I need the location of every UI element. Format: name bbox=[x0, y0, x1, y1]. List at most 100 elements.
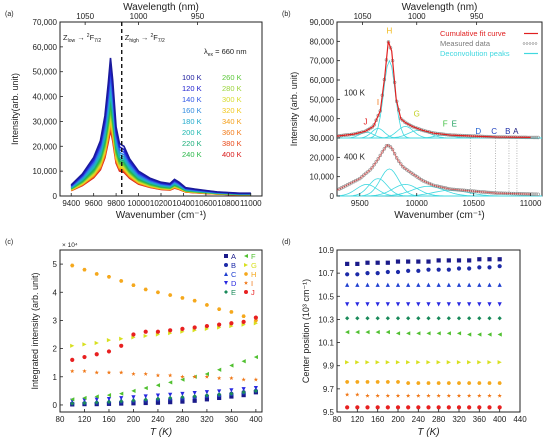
data-point bbox=[94, 397, 99, 402]
data-point bbox=[192, 398, 197, 403]
measured-point-100K bbox=[536, 135, 540, 140]
data-point bbox=[241, 392, 246, 398]
data-point bbox=[70, 263, 75, 268]
data-point bbox=[477, 405, 482, 410]
data-point bbox=[477, 332, 482, 337]
data-point bbox=[446, 360, 451, 365]
y-tick-label: 3 bbox=[53, 316, 58, 325]
measured-point-400K bbox=[374, 160, 378, 164]
x-tick-label: 280 bbox=[432, 415, 446, 424]
data-point bbox=[241, 359, 246, 364]
data-point bbox=[456, 258, 462, 263]
y-axis-label: Integrated intensity (arb. unit) bbox=[30, 272, 40, 389]
data-point bbox=[375, 260, 380, 265]
x-tick-label: 10200 bbox=[150, 199, 173, 208]
series-H bbox=[345, 380, 502, 385]
data-point bbox=[426, 331, 431, 336]
data-point bbox=[467, 266, 472, 271]
data-point bbox=[365, 271, 370, 276]
data-point bbox=[143, 394, 148, 399]
x-tick-label: 280 bbox=[176, 415, 190, 424]
legend-item-E bbox=[224, 290, 228, 294]
data-point bbox=[345, 405, 350, 410]
data-point bbox=[365, 316, 370, 321]
data-point bbox=[487, 381, 492, 385]
series-A bbox=[345, 257, 502, 266]
data-point bbox=[155, 396, 161, 401]
panel-label: (c) bbox=[5, 239, 13, 246]
data-point bbox=[355, 380, 360, 384]
y-tick-label: 10.5 bbox=[318, 292, 334, 301]
data-point bbox=[467, 282, 472, 287]
x2-tick-label: 950 bbox=[470, 12, 484, 21]
data-point bbox=[456, 360, 462, 365]
legend-item-H bbox=[244, 272, 248, 276]
data-point bbox=[436, 405, 441, 410]
data-point bbox=[365, 282, 370, 287]
data-point bbox=[385, 380, 390, 384]
data-point bbox=[253, 385, 258, 391]
data-point bbox=[345, 360, 350, 365]
data-point bbox=[406, 360, 411, 365]
data-point bbox=[487, 332, 492, 337]
data-point bbox=[467, 405, 472, 410]
data-point bbox=[345, 261, 350, 266]
data-point bbox=[180, 326, 185, 331]
y-tick-label: 9.5 bbox=[323, 408, 335, 417]
data-point bbox=[119, 391, 124, 396]
data-point bbox=[204, 323, 210, 329]
y-tick-label: 9.7 bbox=[323, 385, 335, 394]
data-point bbox=[395, 259, 401, 264]
data-point bbox=[241, 319, 246, 324]
data-point bbox=[406, 302, 411, 307]
data-point bbox=[180, 391, 185, 397]
measured-point-400K bbox=[378, 153, 382, 158]
y-tick-label: 10.3 bbox=[318, 315, 334, 324]
data-point bbox=[426, 267, 431, 272]
data-point bbox=[477, 257, 482, 262]
panel-label: (a) bbox=[5, 11, 14, 18]
data-point bbox=[426, 393, 431, 398]
plot-frame-d bbox=[336, 249, 521, 413]
data-point bbox=[94, 272, 99, 276]
data-point bbox=[395, 360, 401, 365]
data-point bbox=[385, 269, 390, 275]
legend-entry: 260 K bbox=[222, 73, 242, 82]
measured-point-400K bbox=[360, 175, 364, 179]
data-point bbox=[385, 260, 390, 265]
data-point bbox=[70, 343, 75, 348]
legend-entry: 360 K bbox=[222, 128, 242, 137]
data-point bbox=[395, 393, 401, 398]
data-point bbox=[395, 405, 401, 410]
y-tick-label: 80,000 bbox=[310, 37, 335, 46]
data-point bbox=[395, 269, 401, 275]
series-J bbox=[345, 405, 502, 410]
data-point bbox=[416, 259, 421, 264]
data-point bbox=[204, 303, 210, 307]
legend-entry: 240 K bbox=[182, 150, 202, 159]
x-tick-label: 320 bbox=[200, 415, 214, 424]
data-point bbox=[82, 400, 87, 406]
y-tick-label: 50,000 bbox=[310, 95, 335, 104]
data-point bbox=[168, 400, 173, 405]
y-tick-label: 30,000 bbox=[310, 134, 335, 143]
data-point bbox=[241, 390, 246, 395]
measured-point-400K bbox=[358, 176, 362, 181]
data-point bbox=[119, 396, 124, 401]
data-point bbox=[426, 381, 431, 385]
data-point bbox=[487, 282, 492, 287]
data-point bbox=[224, 263, 228, 267]
x-tick-label: 160 bbox=[102, 415, 116, 424]
legend-entry: 200 K bbox=[182, 128, 202, 137]
legend-item-A bbox=[224, 254, 228, 258]
data-point bbox=[82, 354, 87, 360]
legend-swatch bbox=[528, 42, 532, 45]
x2-tick-label: 1050 bbox=[76, 12, 94, 21]
legend-entry: E bbox=[231, 288, 236, 297]
y-tick-label: 9.9 bbox=[323, 362, 335, 371]
data-point bbox=[436, 282, 441, 287]
x2-tick-label: 1000 bbox=[408, 12, 426, 21]
x-tick-label: 360 bbox=[473, 415, 487, 424]
x-tick-label: 10000 bbox=[406, 199, 429, 208]
x-tick-label: 10400 bbox=[172, 199, 195, 208]
